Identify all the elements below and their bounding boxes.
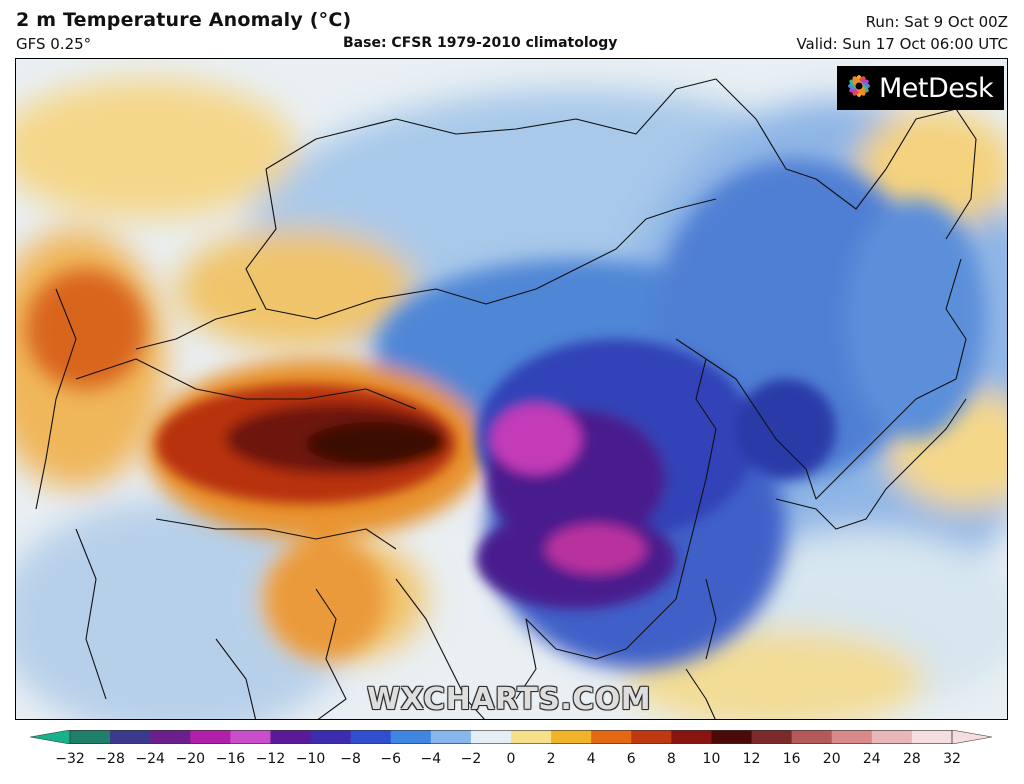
anomaly-field xyxy=(16,59,1007,719)
colorbar-segment xyxy=(350,730,392,744)
colorbar-segment xyxy=(871,730,913,744)
colorbar-segment xyxy=(551,730,592,744)
metdesk-logo: MetDesk xyxy=(837,66,1004,110)
colorbar-tick-label: 6 xyxy=(626,751,636,767)
colorbar-tick-label: −32 xyxy=(55,751,85,767)
colorbar-segment xyxy=(591,730,632,744)
colorbar-segment xyxy=(711,730,753,744)
colorbar-segment xyxy=(831,730,873,744)
colorbar-segment xyxy=(230,730,272,744)
colorbar-segment xyxy=(70,730,111,744)
metdesk-flower-icon xyxy=(843,70,875,106)
country-borders xyxy=(35,78,977,719)
colorbar-tick-label: −16 xyxy=(215,751,246,767)
colorbar-tick-label: 24 xyxy=(862,751,881,767)
map-title: 2 m Temperature Anomaly (°C) xyxy=(16,9,352,31)
model-label: GFS 0.25° xyxy=(16,35,92,53)
colorbar-tick-label: −10 xyxy=(295,751,326,767)
colorbar-tick-label: 8 xyxy=(666,751,676,767)
colorbar-tick-label: −28 xyxy=(95,751,125,767)
base-climatology-label: Base: CFSR 1979-2010 climatology xyxy=(343,35,618,51)
valid-time-label: Valid: Sun 17 Oct 06:00 UTC xyxy=(796,35,1008,53)
colorbar-tick-label: 28 xyxy=(902,751,921,767)
anomaly-map xyxy=(15,58,1008,720)
colorbar-tick-label: 0 xyxy=(506,751,516,767)
wxcharts-watermark: WXCHARTS.COM xyxy=(367,682,652,717)
colorbar-segment xyxy=(190,730,231,744)
run-time-label: Run: Sat 9 Oct 00Z xyxy=(865,13,1008,31)
colorbar-frame xyxy=(69,730,953,744)
colorbar-tick-label: 10 xyxy=(702,751,721,767)
chart-header: 2 m Temperature Anomaly (°C) GFS 0.25° B… xyxy=(0,0,1024,58)
colorbar-segment xyxy=(751,730,793,744)
colorbar-tick-label: −8 xyxy=(340,751,361,767)
colorbar-segment xyxy=(470,730,512,744)
metdesk-logo-text: MetDesk xyxy=(879,72,994,104)
colorbar-segment xyxy=(911,730,953,744)
colorbar-left-arrow xyxy=(30,730,71,744)
colorbar-segment xyxy=(310,730,352,744)
colorbar-tick-label: 4 xyxy=(586,751,596,767)
colorbar xyxy=(30,730,992,744)
colorbar-segment xyxy=(791,730,833,744)
colorbar-right-arrow xyxy=(951,730,992,744)
colorbar-segment xyxy=(390,730,432,744)
colorbar-tick-label: −6 xyxy=(380,751,402,767)
colorbar-tick-label: −4 xyxy=(420,751,442,767)
colorbar-tick-label: 32 xyxy=(943,751,961,767)
colorbar-tick-label: −2 xyxy=(460,751,482,767)
colorbar-tick-label: 2 xyxy=(546,751,556,767)
colorbar-segment xyxy=(270,730,312,744)
colorbar-segment xyxy=(110,730,151,744)
colorbar-segment xyxy=(671,730,713,744)
colorbar-tick-label: 16 xyxy=(782,751,801,767)
colorbar-tick-label: 12 xyxy=(742,751,761,767)
colorbar-tick-label: −24 xyxy=(135,751,165,767)
colorbar-tick-label: −12 xyxy=(255,751,286,767)
colorbar-segment xyxy=(631,730,672,744)
colorbar-segment xyxy=(511,730,552,744)
colorbar-tick-label: −20 xyxy=(175,751,206,767)
colorbar-segment xyxy=(150,730,191,744)
colorbar-tick-label: 20 xyxy=(822,751,841,767)
colorbar-segment xyxy=(430,730,472,744)
